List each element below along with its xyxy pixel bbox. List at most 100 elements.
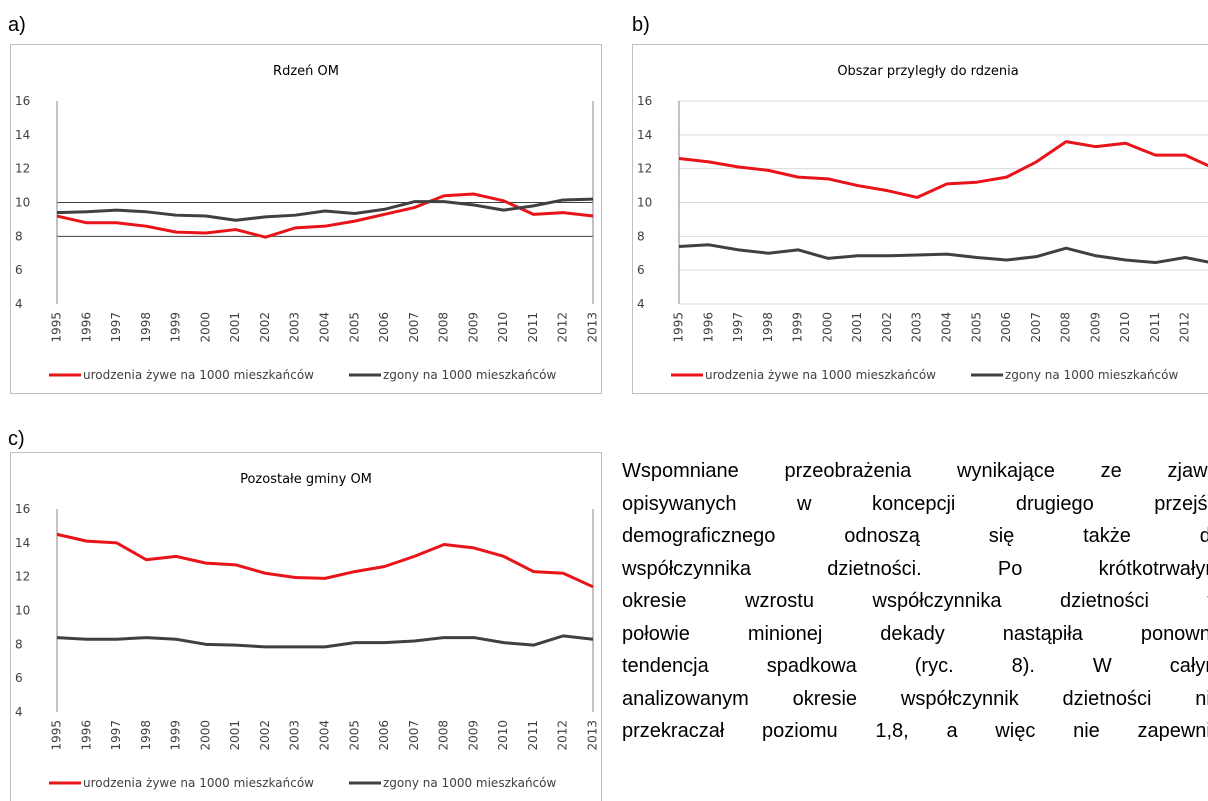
x-tick-label: 2010 <box>496 312 510 343</box>
y-tick-label: 8 <box>15 229 23 243</box>
text-line: połowie minionej dekady nastąpiła ponown… <box>622 622 1208 645</box>
x-tick-label: 1997 <box>731 312 745 343</box>
x-tick-label: 2010 <box>1118 312 1132 343</box>
text-line: współczynnika dzietności. Po krótkotrwał… <box>622 557 1208 580</box>
x-tick-label: 2005 <box>969 312 983 343</box>
x-tick-label: 2001 <box>228 720 242 751</box>
x-tick-label: 2000 <box>198 312 212 343</box>
text-line: opisywanych w koncepcji drugiego przejśc… <box>622 492 1208 515</box>
text-line: tendencja spadkowa (ryc. 8). W całym <box>622 655 1208 677</box>
x-tick-label: 2007 <box>407 312 421 343</box>
legend-label: zgony na 1000 mieszkańców <box>1005 368 1179 382</box>
x-tick-label: 2008 <box>1059 312 1073 343</box>
chart: Pozostałe gminy OM 4 6 8 10 12 14 16 1995 1996 199… <box>10 452 602 801</box>
x-tick-label: 1998 <box>761 312 775 343</box>
chart-title: Pozostałe gminy OM <box>240 472 372 487</box>
x-tick-label: 2003 <box>910 312 924 343</box>
panel-label: a) <box>8 14 26 36</box>
y-tick-label: 14 <box>637 128 652 142</box>
chart-title: Rdzeń OM <box>273 64 339 79</box>
text-line: okresie wzrostu współczynnika dzietności… <box>622 590 1208 612</box>
chart: Obszar przyległy do rdzenia 4 6 8 10 12 14 16 19… <box>632 44 1208 394</box>
x-tick-label: 2008 <box>437 720 451 751</box>
x-tick-label: 2004 <box>318 720 332 751</box>
series-line <box>678 243 1208 265</box>
series-line <box>56 634 594 649</box>
text-line: Wspomniane przeobrażenia wynikające ze z… <box>622 460 1208 482</box>
x-tick-label: 2005 <box>347 312 361 343</box>
x-tick-label: 2008 <box>437 312 451 343</box>
x-tick-label: 2006 <box>377 312 391 343</box>
x-tick-label: 1996 <box>79 720 93 751</box>
x-tick-label: 2001 <box>850 312 864 343</box>
series-line <box>56 197 594 222</box>
x-tick-label: 1999 <box>169 312 183 343</box>
y-tick-label: 14 <box>15 536 30 550</box>
x-tick-label: 2007 <box>407 720 421 751</box>
legend-label: zgony na 1000 mieszkańców <box>383 368 557 382</box>
x-tick-label: 2002 <box>258 720 272 751</box>
x-tick-label: 2006 <box>999 312 1013 343</box>
x-tick-label: 2011 <box>1148 312 1162 343</box>
series-line <box>56 532 594 589</box>
y-tick-label: 6 <box>15 671 23 685</box>
x-tick-label: 1995 <box>50 720 64 751</box>
x-tick-label: 2003 <box>288 720 302 751</box>
y-tick-label: 6 <box>637 263 645 277</box>
x-tick-label: 1999 <box>791 312 805 343</box>
x-tick-label: 1999 <box>169 720 183 751</box>
x-tick-label: 2013 <box>586 720 600 751</box>
paragraph: Wspomniane przeobrażenia wynikające ze z… <box>622 455 1208 748</box>
x-tick-label: 2003 <box>288 312 302 343</box>
x-tick-label: 2012 <box>556 312 570 343</box>
x-tick-label: 2013 <box>586 312 600 343</box>
x-tick-label: 2009 <box>466 312 480 343</box>
y-tick-label: 12 <box>15 570 30 584</box>
x-tick-label: 2007 <box>1029 312 1043 343</box>
panel-label: b) <box>632 14 650 36</box>
legend-label: urodzenia żywe na 1000 mieszkańców <box>705 368 936 382</box>
x-tick-label: 2000 <box>820 312 834 343</box>
x-tick-label: 1996 <box>79 312 93 343</box>
legend-label: urodzenia żywe na 1000 mieszkańców <box>83 776 314 790</box>
x-tick-label: 2001 <box>228 312 242 343</box>
x-tick-label: 1998 <box>139 720 153 751</box>
x-tick-label: 2002 <box>880 312 894 343</box>
y-tick-label: 16 <box>15 94 30 108</box>
x-tick-label: 2002 <box>258 312 272 343</box>
x-tick-label: 1997 <box>109 720 123 751</box>
y-tick-label: 10 <box>15 196 30 210</box>
x-tick-label: 1996 <box>701 312 715 343</box>
x-tick-label: 2004 <box>940 312 954 343</box>
x-tick-label: 2011 <box>526 312 540 343</box>
series-line <box>678 140 1208 199</box>
y-tick-label: 6 <box>15 263 23 277</box>
x-tick-label: 2009 <box>1088 312 1102 343</box>
y-tick-label: 8 <box>15 637 23 651</box>
y-tick-label: 12 <box>15 162 30 176</box>
x-tick-label: 2009 <box>466 720 480 751</box>
legend-label: zgony na 1000 mieszkańców <box>383 776 557 790</box>
x-tick-label: 1998 <box>139 312 153 343</box>
x-tick-label: 1995 <box>672 312 686 343</box>
y-tick-label: 16 <box>15 502 30 516</box>
y-tick-label: 8 <box>637 229 645 243</box>
y-tick-label: 12 <box>637 162 652 176</box>
y-tick-label: 10 <box>15 604 30 618</box>
series-line <box>56 192 594 239</box>
chart-title: Obszar przyległy do rdzenia <box>837 64 1018 79</box>
y-tick-label: 10 <box>637 196 652 210</box>
panel-label: c) <box>8 428 25 450</box>
text-line: demograficznego odnoszą się także do <box>622 525 1208 547</box>
x-tick-label: 2006 <box>377 720 391 751</box>
y-tick-label: 16 <box>637 94 652 108</box>
x-tick-label: 1997 <box>109 312 123 343</box>
x-tick-label: 2010 <box>496 720 510 751</box>
y-tick-label: 4 <box>637 297 645 311</box>
x-tick-label: 2012 <box>1178 312 1192 343</box>
y-tick-label: 14 <box>15 128 30 142</box>
y-tick-label: 4 <box>15 297 23 311</box>
x-tick-label: 2005 <box>347 720 361 751</box>
text-line: przekraczał poziomu 1,8, a więc nie zape… <box>622 720 1208 742</box>
